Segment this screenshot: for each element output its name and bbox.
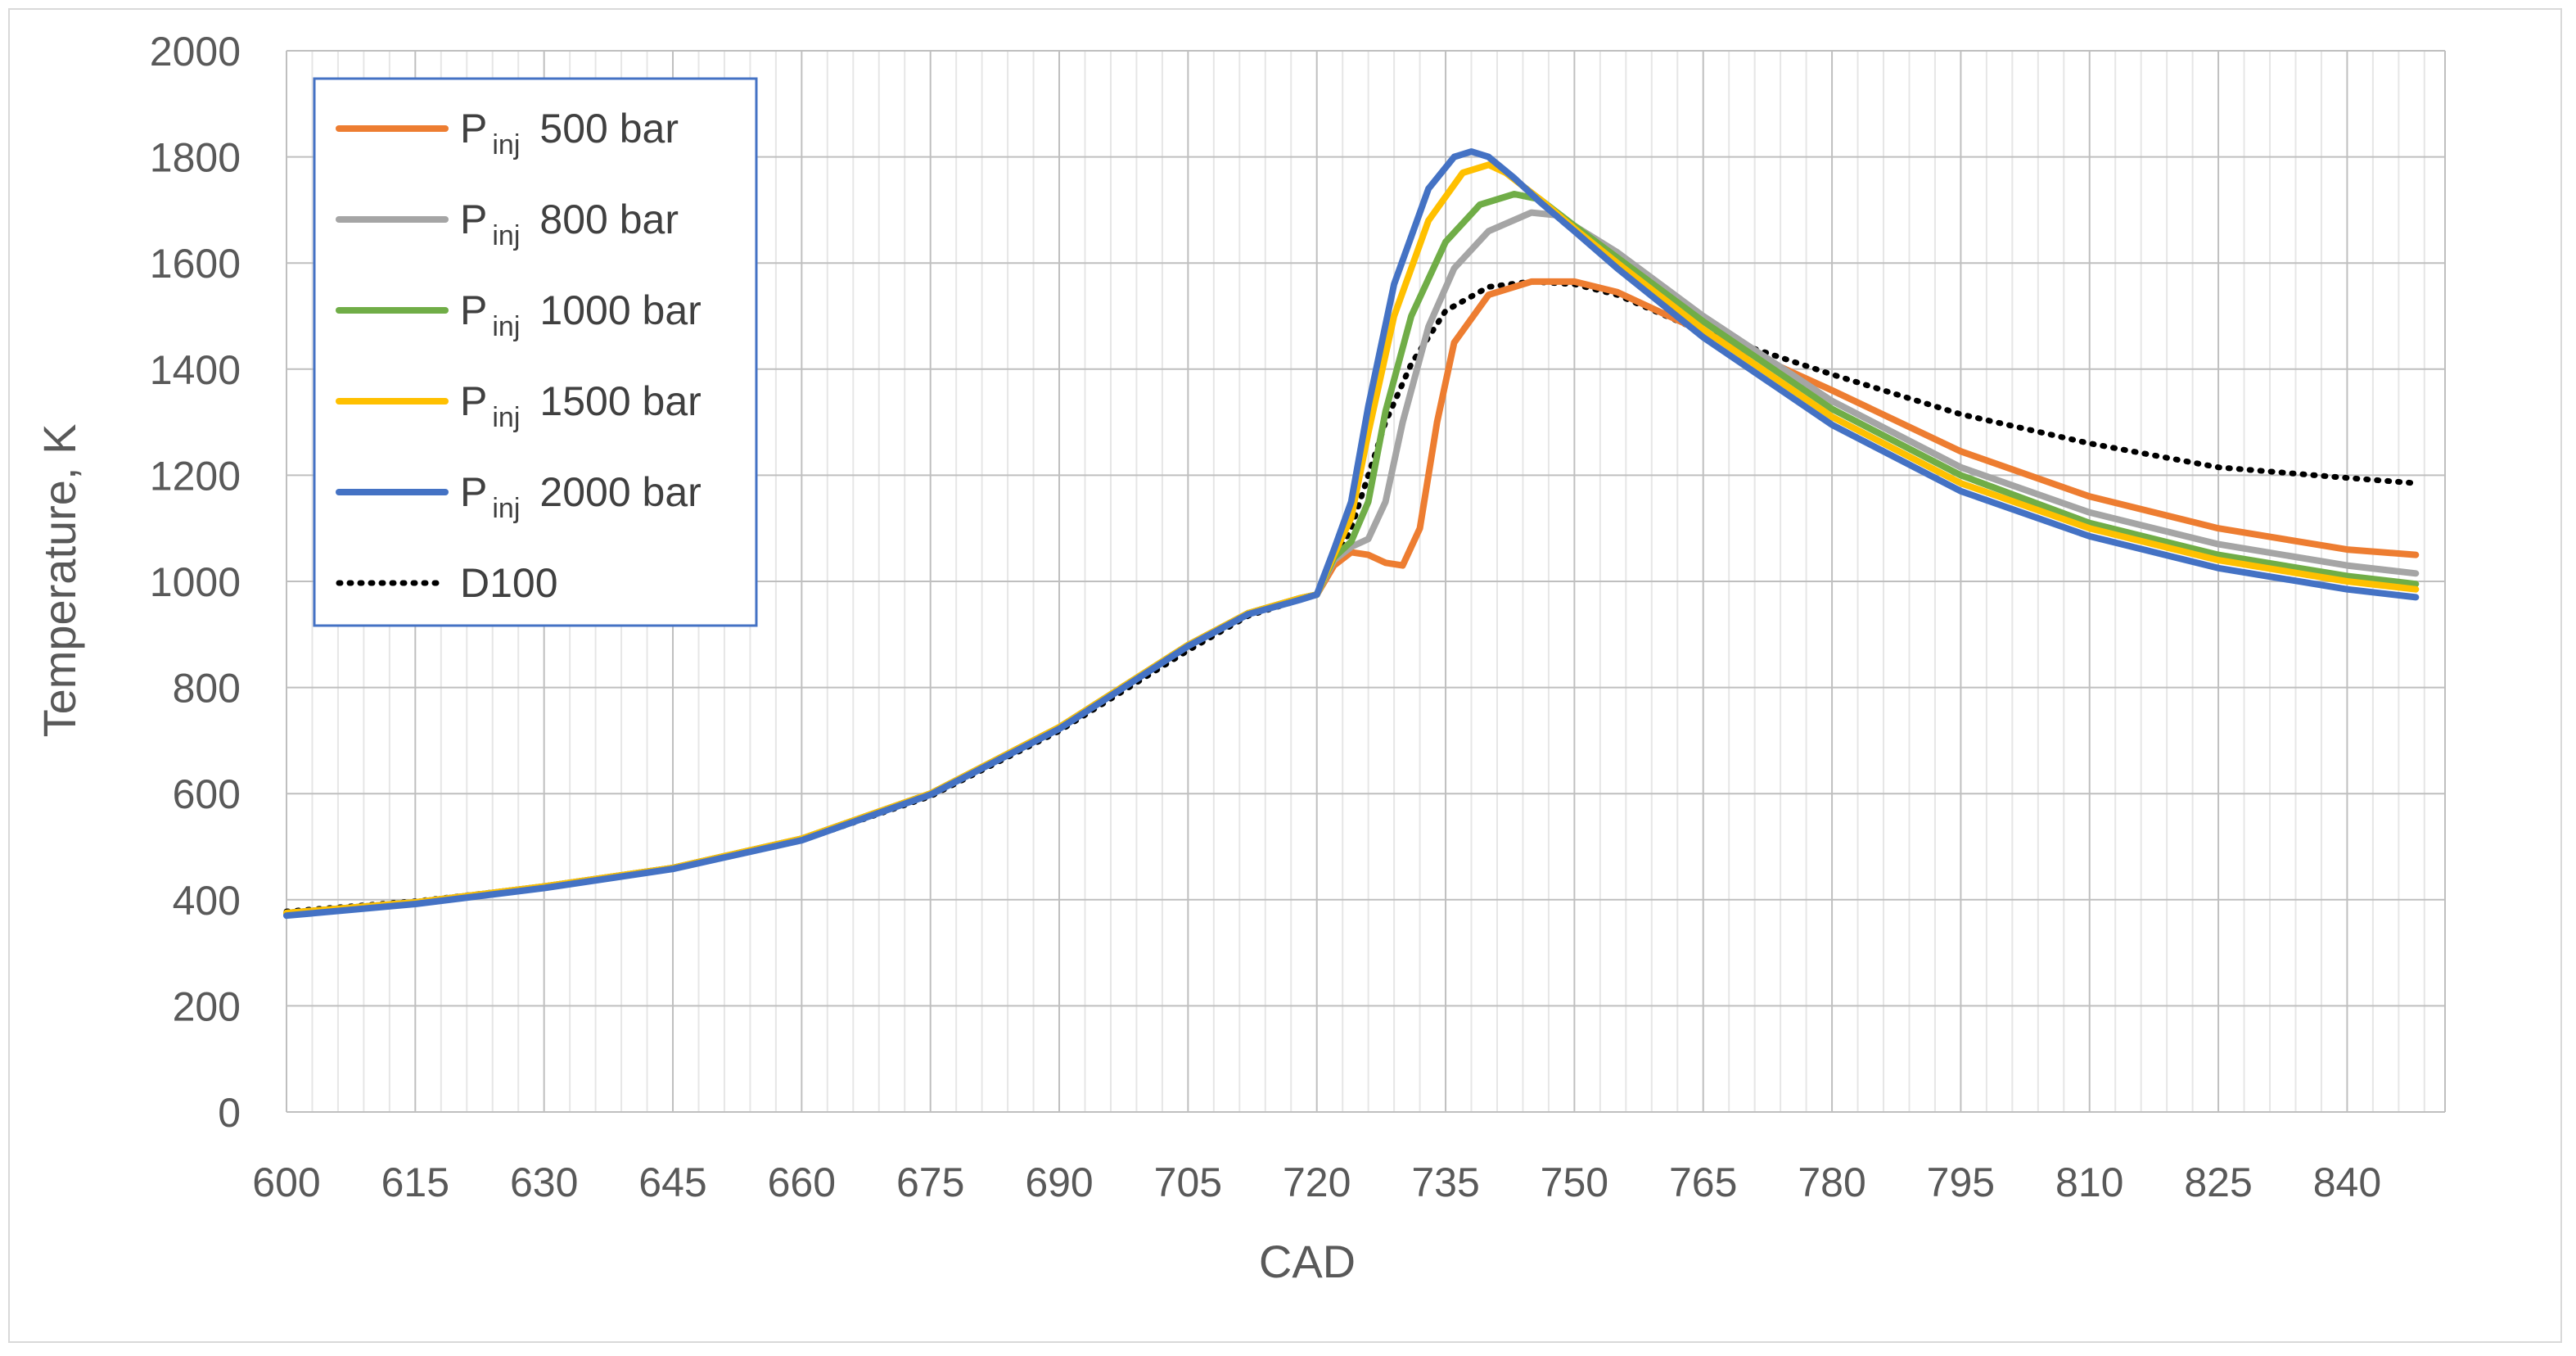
y-tick-label: 1800 [150,135,241,181]
y-tick-label: 1600 [150,241,241,287]
x-tick-label: 645 [638,1159,706,1205]
x-tick-label: 840 [2313,1159,2381,1205]
y-tick-label: 1400 [150,347,241,393]
y-tick-label: 400 [173,878,241,924]
series-line-p-inj-2000-bar [283,148,2420,920]
legend-box [313,77,758,627]
x-tick-label: 735 [1411,1159,1479,1205]
x-tick-label: 780 [1798,1159,1865,1205]
x-tick-label: 810 [2055,1159,2123,1205]
y-tick-label: 600 [173,771,241,817]
y-tick-label: 0 [218,1090,241,1136]
y-tick-label: 1200 [150,453,241,499]
y-tick-label: 200 [173,983,241,1029]
x-tick-label: 660 [768,1159,836,1205]
y-tick-label: 1000 [150,559,241,605]
x-tick-label: 825 [2184,1159,2252,1205]
x-tick-label: 750 [1541,1159,1608,1205]
legend-label: D100 [460,560,558,606]
x-axis-title: CAD [1259,1236,1356,1287]
line-chart: 600 615 630 645 660 675 690 705 720 735 750 765 780 7… [34,29,2446,1287]
x-tick-label: 615 [381,1159,449,1205]
x-tick-label: 765 [1669,1159,1737,1205]
x-axis-tick-labels: 600 615 630 645 660 675 690 705 720 735 750 765 780 7… [252,1159,2381,1205]
x-tick-label: 630 [510,1159,578,1205]
x-tick-label: 690 [1025,1159,1093,1205]
x-tick-label: 675 [896,1159,964,1205]
series-lines [283,148,2420,920]
x-tick-label: 705 [1154,1159,1222,1205]
chart-frame: 600 615 630 645 660 675 690 705 720 735 750 765 780 7… [8,8,2562,1343]
x-tick-label: 600 [252,1159,320,1205]
y-axis-tick-labels: 0 200 400 600 800 1000 1200 1400 1600 1800 2000 [150,29,241,1136]
x-tick-label: 720 [1283,1159,1351,1205]
y-axis-title: Temperature, K [34,424,85,738]
y-tick-label: 2000 [150,29,241,75]
y-tick-label: 800 [173,666,241,712]
x-tick-label: 795 [1927,1159,1995,1205]
